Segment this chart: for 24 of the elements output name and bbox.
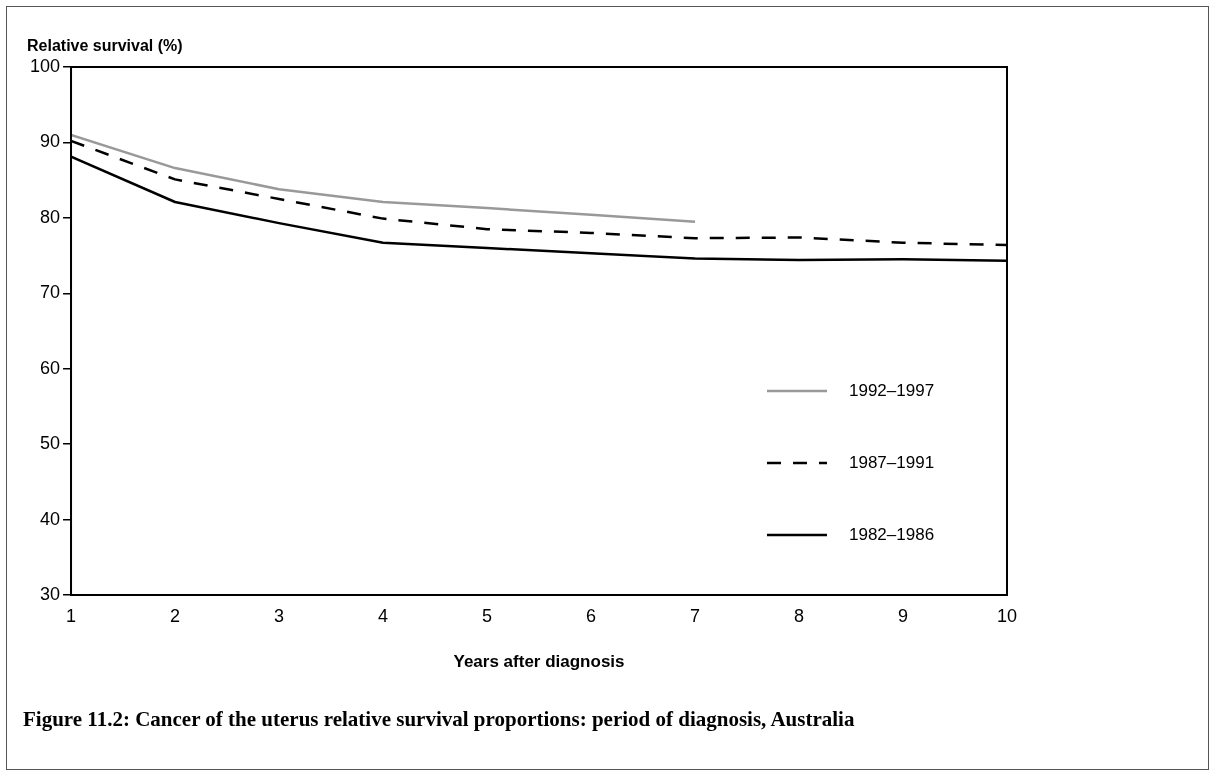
y-tick-label: 100: [29, 55, 61, 76]
x-axis-title: Years after diagnosis: [453, 652, 625, 672]
x-tick-label: 6: [586, 605, 597, 626]
legend-label: 1987–1991: [849, 452, 935, 472]
legend-label: 1992–1997: [849, 380, 935, 400]
y-axis-title: Relative survival (%): [27, 37, 183, 55]
y-tick-label: 80: [40, 206, 61, 227]
text: Figure 11.2: Cancer of the uterus relative survival proportions: period of diagnosis, Australia: [23, 707, 855, 732]
x-tick-label: 5: [482, 605, 493, 626]
x-tick-label: 3: [274, 605, 285, 626]
x-tick-label: 8: [794, 605, 805, 626]
y-tick-label: 40: [40, 508, 61, 529]
x-tick-label: 1: [66, 605, 77, 626]
y-tick-label: 90: [40, 131, 61, 152]
x-tick-label: 2: [170, 605, 181, 626]
y-tick-label: 60: [40, 357, 61, 378]
x-tick-label: 4: [378, 605, 389, 626]
legend-label: 1982–1986: [849, 524, 935, 544]
x-tick-label: 7: [690, 605, 701, 626]
y-tick-label: 70: [40, 282, 61, 303]
y-tick-label: 50: [40, 433, 61, 454]
x-tick-label: 9: [898, 605, 909, 626]
x-tick-label: 10: [996, 605, 1018, 626]
y-tick-label: 30: [40, 583, 61, 604]
